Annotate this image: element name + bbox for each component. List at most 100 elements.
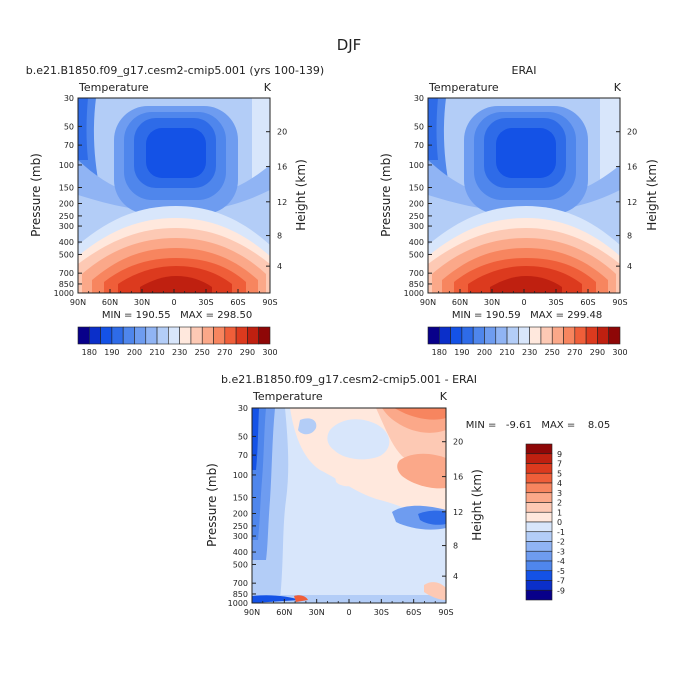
x-tick-label: 30N (309, 608, 325, 617)
colorbar-label: 290 (590, 348, 605, 357)
y-right-tick-label: 8 (453, 542, 458, 551)
colorbar-label: 210 (149, 348, 164, 357)
x-tick-label: 30N (484, 298, 500, 307)
x-tick-label: 90S (612, 298, 627, 307)
y-tick-label: 70 (64, 141, 74, 150)
panel-title: b.e21.B1850.f09_g17.cesm2-cmip5.001 (yrs… (26, 64, 324, 77)
y-tick-label: 100 (59, 161, 74, 170)
y-right-tick-label: 8 (277, 232, 282, 241)
colorbar-swatch (190, 326, 203, 345)
colorbar-swatch (472, 326, 485, 345)
contour-field (428, 98, 620, 293)
colorbar-label: 190 (454, 348, 469, 357)
y-axis-label: Pressure (mb) (205, 463, 219, 547)
colorbar-swatch (168, 326, 180, 345)
colorbar-swatch (77, 326, 90, 345)
y-right-tick-label: 20 (627, 128, 637, 137)
y-right-axis-ticks: 20 16 12 8 4 (266, 128, 287, 271)
y-right-tick-label: 20 (277, 128, 287, 137)
contour-field (252, 408, 446, 603)
y-tick-label: 850 (59, 280, 74, 289)
panel-unit-label: K (264, 81, 272, 94)
panel-title: b.e21.B1850.f09_g17.cesm2-cmip5.001 - ER… (221, 373, 477, 386)
figure-title: DJF (337, 36, 362, 54)
panel-variable-label: Temperature (78, 81, 149, 94)
colorbar-swatch (100, 326, 113, 345)
colorbar-label: 9 (557, 450, 562, 459)
colorbar-swatch (525, 453, 553, 464)
y-tick-label: 150 (59, 184, 74, 193)
y-right-tick-label: 16 (627, 163, 637, 172)
colorbar-label: 230 (522, 348, 537, 357)
colorbar-swatch (258, 326, 271, 345)
colorbar-swatch (551, 326, 564, 345)
colorbar-label: 200 (127, 348, 142, 357)
colorbar-label: 250 (195, 348, 210, 357)
panel-unit-label: K (440, 390, 448, 403)
y-tick-label: 100 (233, 471, 248, 480)
colorbar-swatch (608, 326, 621, 345)
x-tick-label: 60N (276, 608, 292, 617)
colorbar-label: -5 (557, 567, 565, 576)
y-tick-label: 250 (59, 212, 74, 221)
y-right-tick-label: 16 (453, 473, 463, 482)
x-tick-label: 90N (420, 298, 436, 307)
y-tick-label: 50 (238, 432, 248, 441)
colorbar-swatch (525, 443, 553, 455)
y-tick-label: 850 (233, 590, 248, 599)
colorbar-label: 180 (432, 348, 447, 357)
x-tick-label: 60S (580, 298, 595, 307)
y-tick-label: 700 (409, 269, 424, 278)
colorbar-swatch (247, 326, 260, 345)
colorbar-label: 250 (545, 348, 560, 357)
y-right-axis-label: Height (km) (470, 469, 484, 540)
x-tick-label: 0 (521, 298, 526, 307)
x-tick-label: 60S (230, 298, 245, 307)
colorbar-label: 230 (172, 348, 187, 357)
x-tick-label: 90N (244, 608, 260, 617)
colorbar-swatch (438, 326, 451, 345)
y-tick-label: 200 (409, 199, 424, 208)
y-tick-label: 50 (64, 122, 74, 131)
y-tick-label: 100 (409, 161, 424, 170)
y-right-axis-ticks: 20 16 12 8 4 (442, 438, 463, 581)
colorbar-label: 7 (557, 460, 562, 469)
y-tick-label: 300 (233, 532, 248, 541)
colorbar-swatch (111, 326, 124, 345)
min-max-stats: MIN = 190.59 MAX = 299.48 (452, 310, 602, 321)
colorbar-label: 300 (612, 348, 627, 357)
colorbar-label: 190 (104, 348, 119, 357)
colorbar-swatch (540, 326, 553, 345)
y-right-tick-label: 16 (277, 163, 287, 172)
panel-model: b.e21.B1850.f09_g17.cesm2-cmip5.001 (yrs… (26, 64, 324, 357)
y-tick-label: 250 (233, 522, 248, 531)
colorbar-swatch (427, 326, 440, 345)
colorbar-swatch (156, 326, 169, 345)
y-tick-label: 700 (233, 579, 248, 588)
x-tick-label: 30S (374, 608, 389, 617)
x-tick-label: 60N (452, 298, 468, 307)
colorbar: 180 190 200 210 230 250 270 290 300 (427, 326, 628, 357)
colorbar-swatch (484, 326, 497, 345)
y-right-tick-label: 4 (453, 572, 458, 581)
x-axis-ticks: 90N 60N 30N 0 30S 60S 90S (70, 289, 278, 307)
x-tick-label: 30S (198, 298, 213, 307)
colorbar-label: 4 (557, 479, 562, 488)
colorbar-swatch (213, 326, 226, 345)
colorbar-label: -1 (557, 528, 565, 537)
y-tick-label: 400 (59, 238, 74, 247)
x-axis-ticks: 90N 60N 30N 0 30S 60S 90S (244, 599, 454, 617)
y-right-tick-label: 4 (627, 262, 632, 271)
colorbar-swatch (461, 326, 474, 345)
colorbar-swatch (525, 482, 553, 494)
x-tick-label: 0 (346, 608, 351, 617)
x-tick-label: 60N (102, 298, 118, 307)
colorbar-swatch (529, 326, 542, 345)
y-tick-label: 150 (233, 494, 248, 503)
colorbar-swatch (506, 326, 519, 345)
